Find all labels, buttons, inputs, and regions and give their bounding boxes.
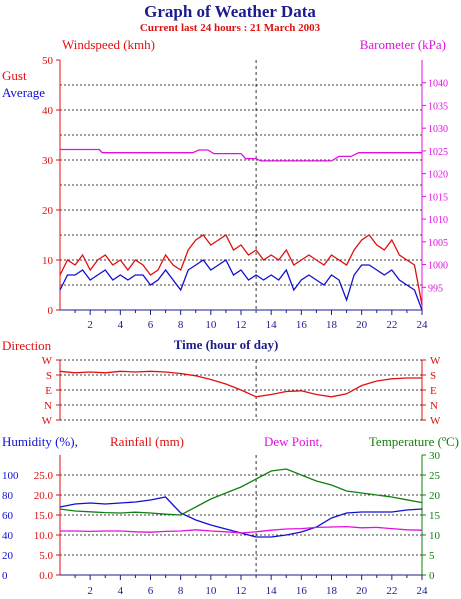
direction-tick-label: W — [42, 355, 53, 367]
gust-legend: Gust — [2, 68, 27, 83]
temperature-tick-label: 10 — [429, 530, 441, 542]
direction-title: Direction — [2, 338, 52, 353]
barometer-tick-label: 1015 — [428, 192, 448, 203]
rainfall-tick-label: 25.0 — [34, 470, 54, 482]
rainfall-tick-label: 15.0 — [34, 510, 54, 522]
time-tick-label: 20 — [356, 319, 368, 331]
series-line-dew-point — [60, 525, 423, 534]
rainfall-tick-label: 20.0 — [34, 490, 54, 502]
rainfall-tick-label: 10.0 — [34, 530, 54, 542]
barometer-axis-title: Barometer (kPa) — [360, 37, 446, 52]
temperature-tick-label: 20 — [429, 490, 441, 502]
time-tick-label: 6 — [148, 319, 154, 331]
time-tick-label: 16 — [296, 585, 308, 597]
windspeed-tick-label: 0 — [48, 305, 54, 317]
humidity-tick-label: 60 — [2, 510, 14, 522]
humidity-tick-label: 20 — [2, 550, 14, 562]
rainfall-tick-label: 5.0 — [39, 550, 53, 562]
time-tick-label: 10 — [205, 319, 217, 331]
barometer-tick-label: 995 — [428, 283, 443, 294]
barometer-tick-label: 1010 — [428, 215, 448, 226]
time-tick-label: 16 — [296, 319, 308, 331]
time-tick-label: 18 — [326, 585, 338, 597]
series-line-direction — [59, 370, 422, 398]
temperature-tick-label: 30 — [429, 450, 441, 462]
time-tick-label: 8 — [178, 585, 184, 597]
direction-tick-label: E — [430, 385, 437, 397]
time-tick-label: 24 — [417, 585, 429, 597]
temperature-tick-label: 25 — [429, 470, 441, 482]
temperature-tick-label: 5 — [429, 550, 435, 562]
humidity-tick-label: 0 — [2, 570, 8, 582]
time-tick-label: 22 — [386, 319, 397, 331]
temperature-tick-label: 15 — [429, 510, 441, 522]
humidity-panel: 0 20 40 60 80 100 0.0 5.0 10.0 15.0 20.0 25.0 0 5 10 15… — [2, 450, 441, 597]
windspeed-tick-label: 10 — [42, 255, 54, 267]
barometer-tick-label: 1030 — [428, 124, 448, 135]
dewpoint-title: Dew Point, — [264, 434, 323, 449]
direction-tick-label: W — [430, 415, 441, 427]
direction-tick-label: S — [46, 370, 52, 382]
windspeed-tick-label: 20 — [42, 205, 54, 217]
wind-panel: 0102030405099510001005101010151020102510… — [42, 55, 448, 331]
time-tick-label: 4 — [118, 319, 124, 331]
direction-tick-label: N — [430, 400, 438, 412]
time-tick-label: 22 — [386, 585, 397, 597]
time-tick-label: 14 — [266, 319, 278, 331]
series-line-gust — [59, 234, 423, 306]
time-tick-label: 14 — [266, 585, 278, 597]
barometer-tick-label: 1005 — [428, 238, 448, 249]
series-line-temperature — [59, 468, 423, 516]
time-tick-label: 24 — [417, 319, 429, 331]
windspeed-axis-title: Windspeed (kmh) — [62, 37, 155, 52]
time-tick-label: 12 — [236, 319, 247, 331]
direction-tick-label: W — [42, 415, 53, 427]
rainfall-title: Rainfall (mm) — [110, 434, 184, 449]
temperature-title: Temperature (ºC) — [369, 434, 459, 449]
barometer-tick-label: 1035 — [428, 101, 448, 112]
direction-tick-label: N — [44, 400, 52, 412]
time-tick-label: 18 — [326, 319, 338, 331]
humidity-title: Humidity (%), — [2, 434, 78, 449]
windspeed-tick-label: 30 — [42, 155, 54, 167]
rainfall-tick-label: 0.0 — [39, 570, 53, 582]
humidity-tick-label: 80 — [2, 490, 14, 502]
temperature-tick-label: 0 — [429, 570, 435, 582]
direction-tick-label: E — [45, 385, 52, 397]
barometer-tick-label: 1020 — [428, 170, 448, 181]
series-line-humidity — [59, 496, 423, 538]
time-tick-label: 6 — [148, 585, 154, 597]
time-tick-label: 12 — [236, 585, 247, 597]
barometer-tick-label: 1025 — [428, 147, 448, 158]
direction-tick-label: W — [430, 355, 441, 367]
chart-subtitle: Current last 24 hours : 21 March 2003 — [140, 22, 321, 34]
chart-title: Graph of Weather Data — [144, 2, 316, 21]
direction-tick-label: S — [430, 370, 436, 382]
windspeed-tick-label: 50 — [42, 55, 54, 67]
average-legend: Average — [2, 85, 45, 100]
time-tick-label: 4 — [118, 585, 124, 597]
humidity-tick-label: 100 — [2, 470, 19, 482]
time-axis-label: Time (hour of day) — [174, 337, 279, 352]
time-tick-label: 20 — [356, 585, 368, 597]
time-tick-label: 10 — [205, 585, 217, 597]
humidity-tick-label: 40 — [2, 530, 14, 542]
series-line-barometer — [60, 148, 422, 162]
windspeed-tick-label: 40 — [42, 105, 54, 117]
barometer-tick-label: 1000 — [428, 261, 448, 272]
barometer-tick-label: 1040 — [428, 79, 448, 90]
time-tick-label: 2 — [87, 319, 93, 331]
time-tick-label: 2 — [87, 585, 93, 597]
time-tick-label: 8 — [178, 319, 184, 331]
direction-panel: W WS SE EN NW W — [42, 355, 441, 427]
series-line-average — [59, 259, 423, 311]
